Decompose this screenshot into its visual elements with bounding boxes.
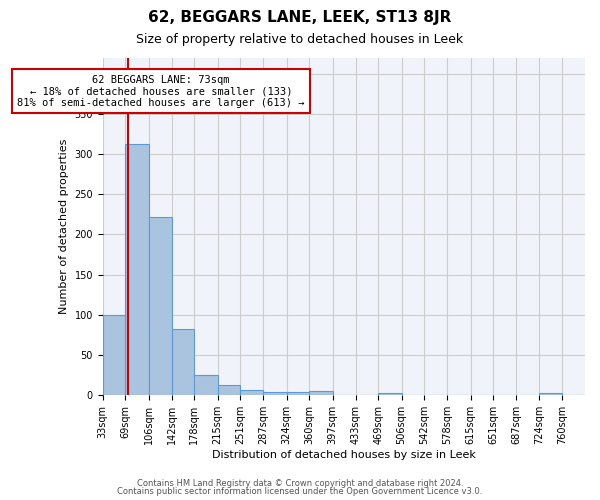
Text: Contains HM Land Registry data © Crown copyright and database right 2024.: Contains HM Land Registry data © Crown c…: [137, 478, 463, 488]
Bar: [194, 375, 218, 396]
Bar: [263, 392, 287, 396]
Text: Size of property relative to detached houses in Leek: Size of property relative to detached ho…: [136, 32, 464, 46]
X-axis label: Distribution of detached houses by size in Leek: Distribution of detached houses by size …: [212, 450, 476, 460]
Text: Contains public sector information licensed under the Open Government Licence v3: Contains public sector information licen…: [118, 487, 482, 496]
Bar: [287, 392, 310, 396]
Bar: [172, 330, 194, 396]
Bar: [241, 390, 263, 396]
Text: 62 BEGGARS LANE: 73sqm
← 18% of detached houses are smaller (133)
81% of semi-de: 62 BEGGARS LANE: 73sqm ← 18% of detached…: [17, 74, 305, 108]
Bar: [103, 315, 125, 396]
Text: 62, BEGGARS LANE, LEEK, ST13 8JR: 62, BEGGARS LANE, LEEK, ST13 8JR: [148, 10, 452, 25]
Bar: [149, 217, 172, 396]
Bar: [218, 385, 241, 396]
Bar: [125, 144, 149, 396]
Bar: [310, 390, 333, 396]
Bar: [539, 393, 562, 396]
Bar: [378, 393, 401, 396]
Y-axis label: Number of detached properties: Number of detached properties: [59, 138, 69, 314]
